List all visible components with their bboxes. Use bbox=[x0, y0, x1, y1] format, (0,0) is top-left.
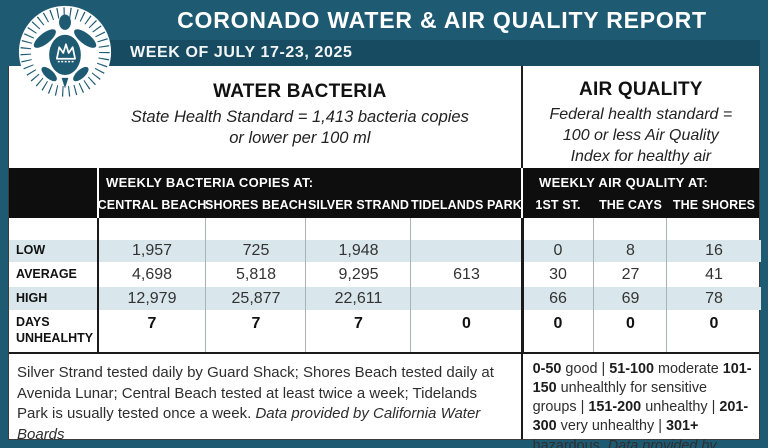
turtle-crown-logo-icon bbox=[17, 4, 113, 100]
grid-line bbox=[410, 218, 411, 352]
footnotes-row: Silver Strand tested daily by Guard Shac… bbox=[9, 352, 759, 448]
table-cell: 25,877 bbox=[206, 287, 306, 310]
grid-line bbox=[666, 218, 667, 352]
air-section-title: AIR QUALITY bbox=[579, 79, 703, 100]
table-cell: 0 bbox=[553, 315, 563, 332]
water-section-title: WATER BACTERIA bbox=[213, 81, 387, 102]
water-group-label: WEEKLY BACTERIA COPIES AT: bbox=[106, 175, 314, 190]
table-cell bbox=[411, 240, 522, 262]
column-header-shores-beach: SHORES BEACH bbox=[205, 197, 307, 212]
water-testing-footnote: Silver Strand tested daily by Guard Shac… bbox=[17, 364, 494, 444]
header-section-divider-line bbox=[521, 168, 523, 218]
table-cell: 4,698 bbox=[131, 265, 173, 283]
table-cell: 7 bbox=[354, 315, 363, 332]
column-header-the-shores: THE SHORES bbox=[672, 197, 756, 212]
table-cell: 725 bbox=[206, 240, 306, 262]
table-cell: 69 bbox=[594, 287, 667, 310]
table-cell: 27 bbox=[621, 265, 640, 283]
table-cell: 0 bbox=[462, 315, 471, 332]
table-cell: 7 bbox=[251, 315, 261, 332]
row-label-days-unhealthy: DAYS UNHEALHTY bbox=[16, 315, 94, 345]
table-cell: 22,611 bbox=[306, 287, 411, 310]
air-group-label: WEEKLY AIR QUALITY AT: bbox=[539, 175, 709, 190]
column-header-the-cays: THE CAYS bbox=[599, 197, 662, 212]
table-cell: 8 bbox=[594, 240, 667, 262]
table-cell: 0 bbox=[709, 315, 719, 332]
table-cell: 0 bbox=[522, 240, 594, 262]
row-label-low: LOW bbox=[9, 240, 98, 262]
row-label-high: HIGH bbox=[9, 287, 98, 310]
table-cell: 1,957 bbox=[98, 240, 206, 262]
section-divider-line bbox=[521, 218, 524, 352]
column-header-silver-strand: SILVER STRAND bbox=[307, 197, 410, 212]
grid-line bbox=[205, 218, 206, 352]
table-cell: 66 bbox=[522, 287, 594, 310]
page-title: CORONADO WATER & AIR QUALITY REPORT bbox=[177, 7, 707, 33]
standards-row: WATER BACTERIA State Health Standard = 1… bbox=[9, 66, 759, 168]
data-table: LOW 1,957 725 1,948 0 8 16 AVERAGE 4,698… bbox=[9, 218, 761, 352]
table-cell: 78 bbox=[667, 287, 761, 310]
column-header-1st-st: 1ST ST. bbox=[535, 197, 581, 212]
week-label: WEEK OF JULY 17-23, 2025 bbox=[130, 44, 353, 61]
header-bar: CORONADO WATER & AIR QUALITY REPORT WEEK… bbox=[0, 0, 768, 68]
column-header-central-beach: CENTRAL BEACH bbox=[97, 197, 207, 212]
table-cell bbox=[411, 287, 522, 310]
column-header-tidelands-park: TIDELANDS PARK bbox=[411, 197, 522, 212]
water-standard-text: State Health Standard = 1,413 bacteria c… bbox=[130, 108, 469, 148]
table-cell: 0 bbox=[626, 315, 635, 332]
air-quality-index-legend: 0-50 good | 51-100 moderate 101-150 unhe… bbox=[520, 354, 759, 448]
week-banner: WEEK OF JULY 17-23, 2025 bbox=[100, 40, 760, 66]
water-bacteria-section-header: WATER BACTERIA State Health Standard = 1… bbox=[9, 66, 521, 168]
table-cell: 16 bbox=[667, 240, 761, 262]
table-cell: 5,818 bbox=[235, 265, 277, 283]
table-cell: 1,948 bbox=[306, 240, 411, 262]
air-quality-section-header: AIR QUALITY Federal health standard = 10… bbox=[520, 66, 759, 168]
grid-line bbox=[305, 218, 306, 352]
grid-line bbox=[97, 218, 99, 352]
table-cell: 41 bbox=[705, 265, 723, 283]
table-cell: 613 bbox=[453, 265, 480, 283]
table-corner-cell bbox=[9, 168, 98, 218]
table-cell: 30 bbox=[549, 265, 567, 283]
grid-line bbox=[593, 218, 594, 352]
header-divider-line bbox=[97, 168, 99, 218]
spacer-row bbox=[9, 218, 761, 240]
table-cell: 12,979 bbox=[98, 287, 206, 310]
row-label-average: AVERAGE bbox=[16, 266, 77, 281]
table-cell: 7 bbox=[147, 315, 157, 332]
table-cell: 9,295 bbox=[338, 265, 379, 283]
table-header-band: WEEKLY BACTERIA COPIES AT: WEEKLY AIR QU… bbox=[9, 168, 759, 218]
water-data-credit: Data provided by California Water Boards bbox=[17, 405, 481, 444]
air-standard-text: Federal health standard = 100 or less Ai… bbox=[549, 106, 733, 165]
report-card: WATER BACTERIA State Health Standard = 1… bbox=[8, 66, 761, 448]
